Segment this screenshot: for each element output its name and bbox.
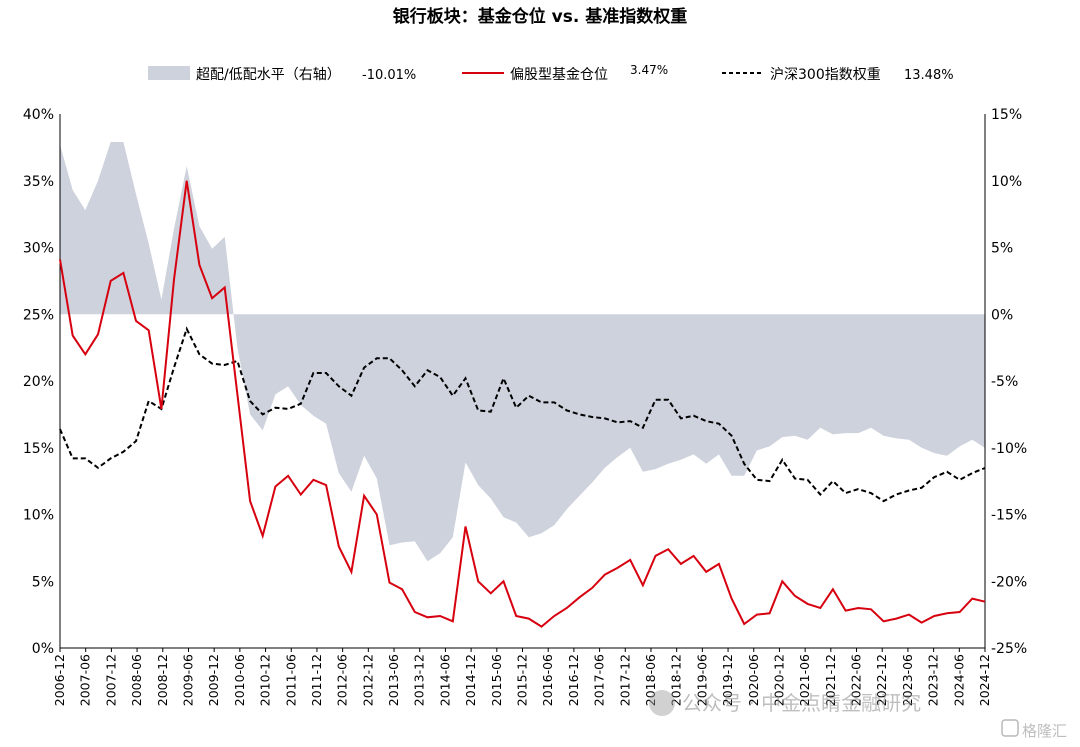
right-tick-label: -20%: [991, 574, 1027, 590]
x-tick-label: 2015-12: [515, 654, 530, 706]
series-line-csi300-weight: [59, 326, 986, 503]
right-tick-label: -10%: [991, 441, 1027, 457]
x-tick-label: 2018-12: [669, 654, 684, 706]
x-tick-label: 2011-06: [283, 654, 298, 706]
x-tick-label: 2013-12: [412, 654, 427, 706]
x-tick-label: 2024-12: [977, 654, 992, 706]
x-tick-label: 2023-06: [900, 654, 915, 706]
x-tick-label: 2015-06: [489, 654, 504, 706]
x-tick-label: 2022-12: [874, 654, 889, 706]
x-tick-label: 2020-12: [771, 654, 786, 706]
x-tick-label: 2023-12: [926, 654, 941, 706]
legend-label-fund: 偏股型基金仓位: [510, 66, 608, 83]
x-tick-label: 2022-06: [849, 654, 864, 706]
left-tick-label: 10%: [23, 508, 54, 524]
x-tick-label: 2009-06: [180, 654, 195, 706]
x-tick-label: 2019-12: [720, 654, 735, 706]
x-tick-label: 2021-06: [797, 654, 812, 706]
legend-value-csi: 13.48%: [904, 68, 954, 83]
right-tick-label: 10%: [991, 174, 1022, 190]
x-tick-label: 2017-12: [617, 654, 632, 706]
x-tick-label: 2016-06: [540, 654, 555, 706]
right-tick-label: -15%: [991, 508, 1027, 524]
watermark-text: 公众号 · 中金点睛金融研究: [682, 691, 921, 715]
x-tick-label: 2007-06: [78, 654, 93, 706]
right-tick-label: 15%: [991, 107, 1022, 123]
watermark-badge-icon: [1001, 719, 1019, 737]
left-tick-label: 40%: [23, 107, 54, 123]
legend-label-area: 超配/低配水平（右轴）: [196, 67, 341, 83]
x-tick-label: 2011-12: [309, 654, 324, 706]
right-tick-label: -25%: [991, 641, 1027, 657]
legend-label-csi: 沪深300指数权重: [770, 67, 881, 83]
legend-value-area: -10.01%: [362, 68, 416, 83]
x-tick-label: 2010-06: [232, 654, 247, 706]
left-tick-label: 20%: [23, 374, 54, 390]
x-tick-label: 2010-12: [258, 654, 273, 706]
left-tick-label: 30%: [23, 241, 54, 257]
watermark-badge: 格隆汇: [1022, 722, 1067, 740]
legend: 超配/低配水平（右轴） -10.01% 偏股型基金仓位 3.47% 沪深300指…: [148, 63, 954, 83]
chart-title: 银行板块：基金仓位 vs. 基准指数权重: [393, 6, 688, 27]
x-tick-label: 2014-12: [463, 654, 478, 706]
x-tick-label: 2014-06: [437, 654, 452, 706]
x-tick-label: 2017-06: [592, 654, 607, 706]
x-tick-label: 2016-12: [566, 654, 581, 706]
right-tick-label: -5%: [991, 374, 1018, 390]
x-tick-label: 2013-06: [386, 654, 401, 706]
left-tick-label: 15%: [23, 441, 54, 457]
left-tick-label: 25%: [23, 307, 54, 323]
series-area-overweight: [60, 142, 985, 562]
watermark: 公众号 · 中金点睛金融研究 格隆汇: [649, 690, 1067, 740]
x-tick-label: 2006-12: [52, 654, 67, 706]
x-tick-label: 2012-12: [360, 654, 375, 706]
left-tick-label: 5%: [32, 574, 54, 590]
x-tick-label: 2009-12: [206, 654, 221, 706]
x-tick-label: 2018-06: [643, 654, 658, 706]
x-tick-label: 2024-06: [951, 654, 966, 706]
legend-swatch-area: [148, 66, 190, 80]
x-tick-label: 2019-06: [694, 654, 709, 706]
right-tick-label: 0%: [991, 307, 1013, 323]
x-tick-label: 2008-12: [155, 654, 170, 706]
right-tick-label: 5%: [991, 241, 1013, 257]
x-tick-label: 2008-06: [129, 654, 144, 706]
left-tick-label: 35%: [23, 174, 54, 190]
x-tick-label: 2007-12: [103, 654, 118, 706]
series-line-fund-position: [59, 180, 986, 628]
wechat-icon: [649, 690, 675, 716]
x-tick-label: 2012-06: [335, 654, 350, 706]
legend-value-fund: 3.47%: [630, 63, 668, 77]
x-tick-label: 2021-12: [823, 654, 838, 706]
plot-area: 0% 5% 10% 15% 20% 25% 30% 35% 40% -25% -20% -15% -10…: [23, 107, 1027, 706]
x-tick-label: 2020-06: [746, 654, 761, 706]
left-tick-label: 0%: [32, 641, 54, 657]
